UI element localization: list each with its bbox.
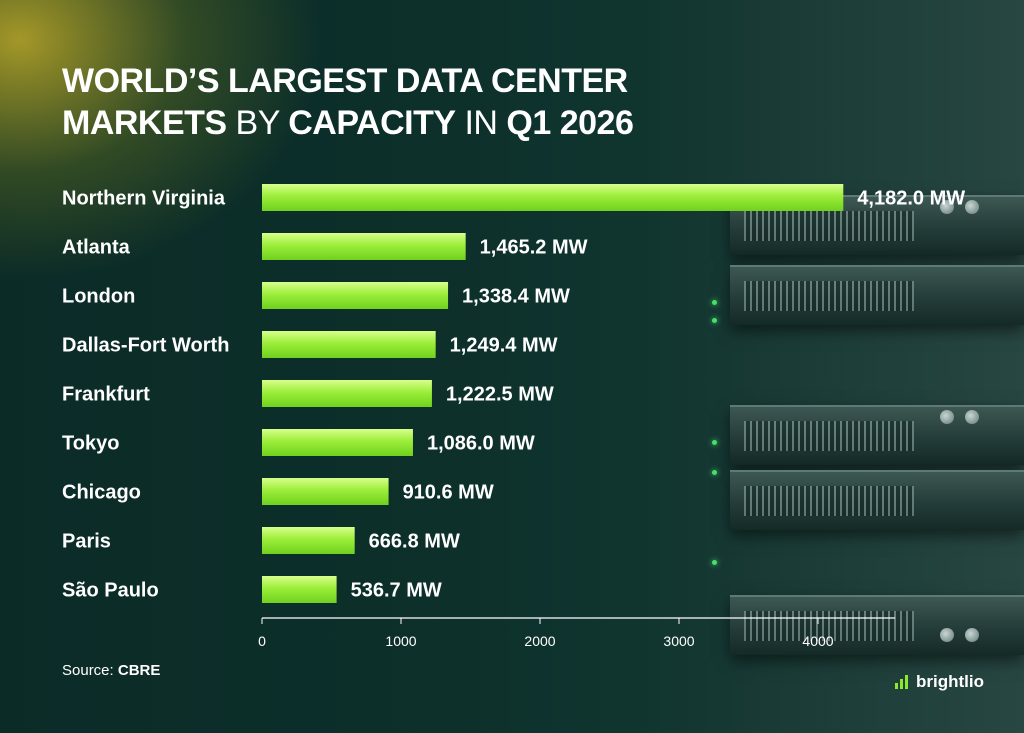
source-note: Source: CBRE [62,662,160,679]
brand-logo: brightlio [894,672,984,692]
bar [262,184,844,211]
title-part: Q1 2026 [506,104,634,142]
title-part: CAPACITY [288,104,456,142]
source-label: Source: [62,662,118,679]
category-label: Frankfurt [62,384,150,406]
bar [262,282,449,309]
rack-knob-icon [965,410,979,424]
value-label: 536.7 MW [351,580,442,602]
value-label: 1,465.2 MW [480,237,588,259]
rack-knob-icon [940,410,954,424]
x-tick-label: 2000 [524,633,555,649]
title-part: BY [226,104,289,142]
chart-title: WORLD’S LARGEST DATA CENTER MARKETS BY C… [62,60,662,144]
brightlio-logo-icon [895,675,908,689]
server-unit [730,595,1024,655]
status-led-icon [712,470,717,475]
category-label: Dallas-Fort Worth [62,335,229,357]
bar [262,429,413,456]
value-label: 910.6 MW [403,482,494,504]
rack-knob-icon [940,200,954,214]
bar [262,478,389,505]
bar [262,233,466,260]
bar [262,331,436,358]
category-label: Northern Virginia [62,188,226,210]
rack-knob-icon [965,628,979,642]
status-led-icon [712,560,717,565]
rack-knob-icon [965,200,979,214]
server-unit [730,470,1024,530]
category-label: Atlanta [62,237,131,259]
status-led-icon [712,318,717,323]
value-label: 4,182.0 MW [857,188,965,210]
bar [262,380,432,407]
title-part: WORLD’S LARGEST DATA CENTER [62,62,628,100]
bar [262,527,355,554]
bar [262,576,337,603]
value-label: 666.8 MW [369,531,460,553]
value-label: 1,222.5 MW [446,384,554,406]
x-tick-label: 0 [258,633,266,649]
x-tick-label: 3000 [663,633,694,649]
status-led-icon [712,300,717,305]
x-tick-label: 1000 [385,633,416,649]
server-unit [730,265,1024,325]
source-name: CBRE [117,662,161,679]
category-label: London [62,286,135,308]
value-label: 1,086.0 MW [427,433,535,455]
value-label: 1,338.4 MW [462,286,570,308]
title-part: IN [455,104,507,142]
server-unit [730,405,1024,465]
title-part: MARKETS [62,104,227,142]
category-label: São Paulo [62,580,159,602]
status-led-icon [712,440,717,445]
category-label: Tokyo [62,433,119,455]
value-label: 1,249.4 MW [450,335,558,357]
brand-name: brightlio [916,672,984,691]
rack-knob-icon [940,628,954,642]
category-label: Paris [62,531,111,553]
x-tick-label: 4000 [802,633,833,649]
category-label: Chicago [62,482,141,504]
